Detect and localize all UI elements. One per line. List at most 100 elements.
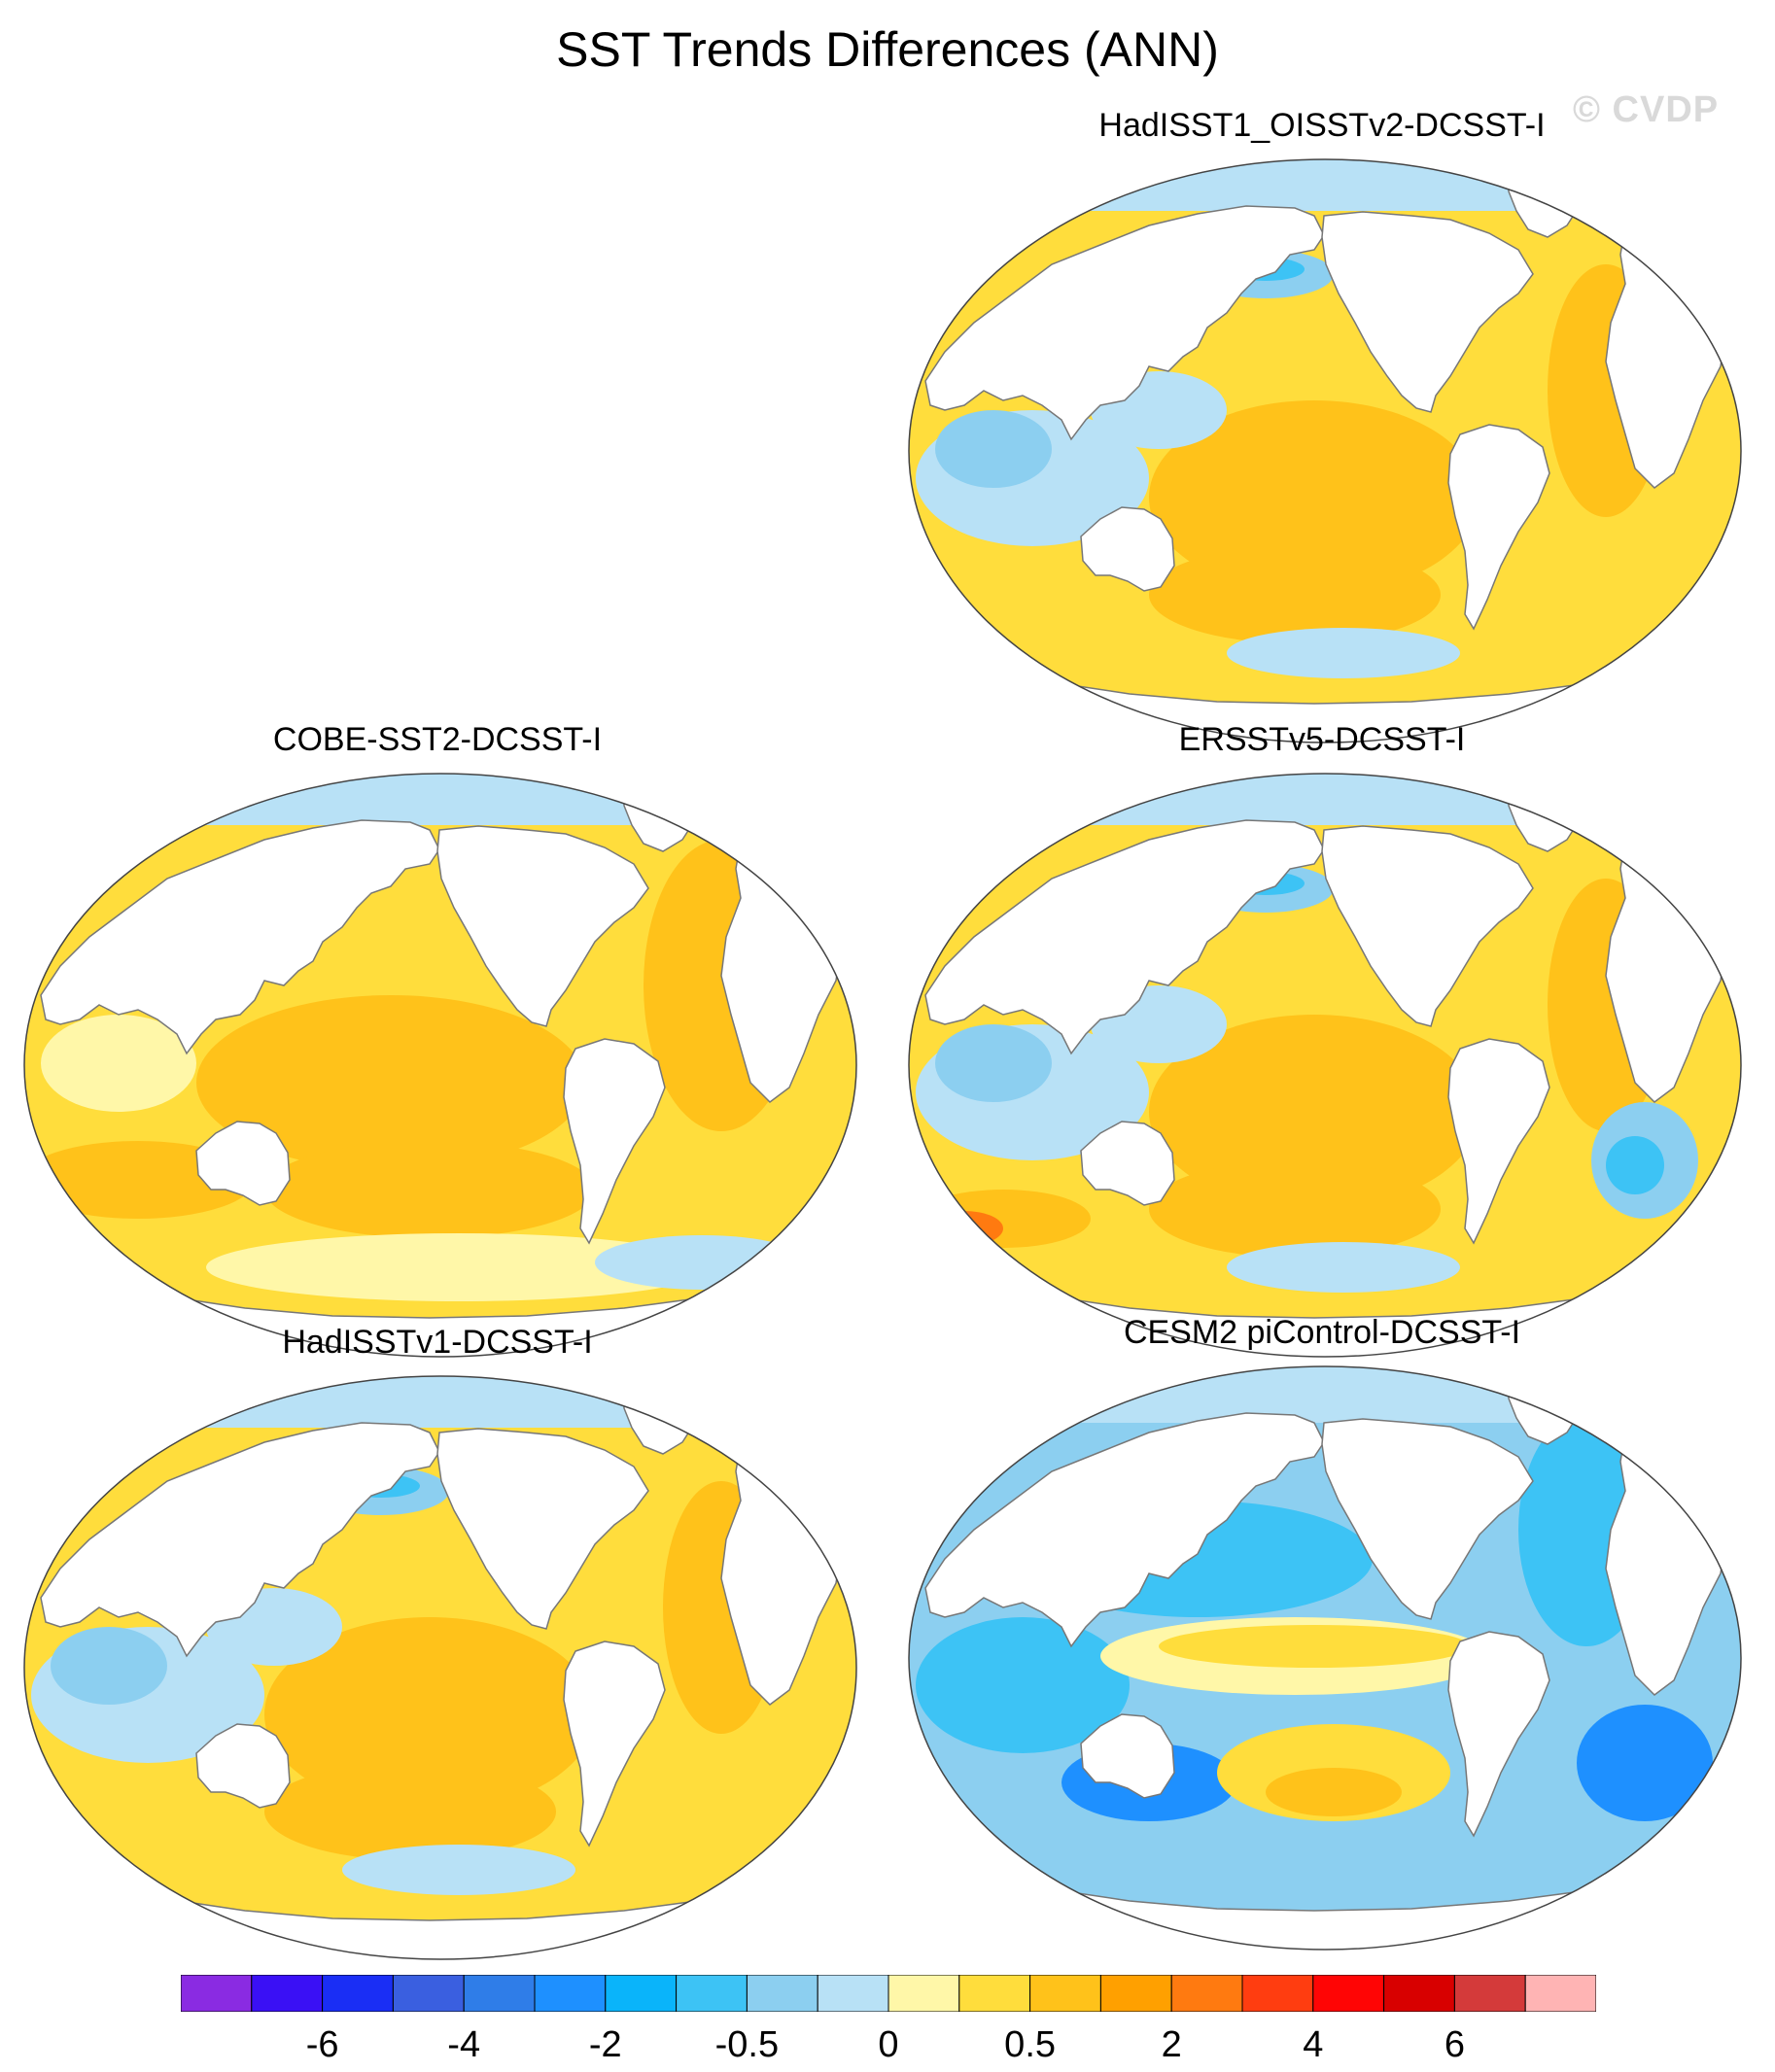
sst-region: [1149, 1160, 1441, 1258]
colorbar-segment: [463, 1975, 536, 2012]
map-border: [908, 1365, 1742, 1951]
colorbar-tick-label: -4: [447, 2024, 481, 2065]
colorbar-segment: [1524, 1975, 1596, 2012]
colorbar-tick-label: 6: [1444, 2024, 1465, 2065]
map-hadisstv1: [23, 1375, 857, 1960]
colorbar-segment: [817, 1975, 889, 2012]
panel-title: CESM2 piControl-DCSST-I: [1123, 1314, 1521, 1351]
map-border: [908, 158, 1742, 743]
colorbar-segment: [888, 1975, 960, 2012]
panel-title: HadISSTv1-DCSST-I: [282, 1324, 593, 1361]
sst-region: [1159, 1625, 1470, 1668]
continent: [195, 1723, 291, 1809]
colorbar-segment: [392, 1975, 465, 2012]
sst-region: [1227, 628, 1460, 678]
colorbar-tick-label: -6: [305, 2024, 339, 2065]
map-cobe-sst2: [23, 773, 857, 1358]
continent: [1321, 1418, 1534, 1620]
colorbar: [181, 1975, 1596, 2012]
sst-region: [24, 1376, 856, 1428]
sst-region: [916, 1617, 1130, 1753]
ocean-field: [24, 1376, 856, 1959]
continent: [563, 1640, 666, 1848]
colorbar-tick-label: 0.5: [1004, 2024, 1057, 2065]
map-hadisst1-oisstv2: [908, 158, 1742, 743]
continent: [924, 819, 1325, 1055]
sst-region: [51, 1627, 167, 1705]
sst-region: [206, 1233, 712, 1301]
colorbar-tick-label: 2: [1161, 2024, 1182, 2065]
map-border: [908, 773, 1742, 1358]
colorbar-segment: [1241, 1975, 1314, 2012]
sst-region: [1577, 1705, 1713, 1821]
continent: [1447, 424, 1550, 631]
colorbar-segment: [1029, 1975, 1101, 2012]
sst-region: [925, 1211, 1003, 1246]
continent: [1080, 506, 1175, 592]
continent: [1321, 825, 1534, 1027]
colorbar-segment: [746, 1975, 818, 2012]
sst-region: [264, 1141, 595, 1238]
colorbar-tick-label: -2: [588, 2024, 622, 2065]
colorbar-tick-label: 4: [1303, 2024, 1324, 2065]
panel-title: COBE-SST2-DCSST-I: [272, 721, 603, 758]
continent: [1321, 211, 1534, 413]
continent: [563, 1038, 666, 1245]
colorbar-segment: [322, 1975, 394, 2012]
panel-hadisstv1: HadISSTv1-DCSST-I: [0, 1324, 875, 1985]
ocean-field: [909, 159, 1741, 742]
continent: [924, 205, 1325, 441]
colorbar-segment: [1099, 1975, 1172, 2012]
colorbar-tick-label: -0.5: [714, 2024, 780, 2065]
continent: [40, 819, 440, 1055]
sst-region: [909, 774, 1741, 825]
continent: [1447, 1631, 1550, 1838]
continent: [436, 1428, 649, 1630]
continent: [40, 1422, 440, 1658]
colorbar-segment: [251, 1975, 324, 2012]
colorbar-segment: [1312, 1975, 1385, 2012]
continent: [195, 1121, 291, 1206]
sst-region: [1149, 546, 1441, 643]
panel-title: ERSSTv5-DCSST-I: [1178, 721, 1466, 758]
panel-ersstv5: ERSSTv5-DCSST-I: [885, 721, 1759, 1382]
continent: [1080, 1713, 1175, 1799]
sst-region: [595, 1235, 809, 1290]
colorbar-segment: [1383, 1975, 1455, 2012]
continent: [436, 825, 649, 1027]
panel-cesm2-picontrol: CESM2 piControl-DCSST-I: [885, 1314, 1759, 1975]
sst-region: [264, 1763, 556, 1860]
colorbar-segment: [1170, 1975, 1243, 2012]
ocean-field: [909, 774, 1741, 1357]
sst-region: [24, 1141, 255, 1219]
colorbar-segment: [1453, 1975, 1526, 2012]
map-ersstv5: [908, 773, 1742, 1358]
colorbar-segment: [181, 1975, 253, 2012]
ocean-field: [24, 774, 856, 1357]
colorbar-segment: [676, 1975, 748, 2012]
colorbar-segment: [605, 1975, 678, 2012]
panel-title: HadISST1_OISSTv2-DCSST-I: [1098, 107, 1546, 144]
sst-region: [24, 774, 856, 825]
sst-region: [264, 1617, 595, 1812]
continent: [1080, 1121, 1175, 1206]
sst-region: [41, 1015, 196, 1112]
continent: [924, 1412, 1325, 1648]
continent: [1447, 1038, 1550, 1245]
sst-region: [1149, 1015, 1479, 1209]
sst-region: [935, 410, 1052, 488]
map-border: [23, 773, 857, 1358]
sst-region: [909, 159, 1741, 211]
sst-region: [1227, 1242, 1460, 1293]
main-title: SST Trends Differences (ANN): [556, 22, 1219, 77]
colorbar-segment: [534, 1975, 607, 2012]
sst-region: [1606, 1136, 1664, 1194]
map-border: [23, 1375, 857, 1960]
panel-hadisst1-oisstv2: HadISST1_OISSTv2-DCSST-I: [885, 107, 1759, 768]
ocean-field: [909, 1366, 1741, 1950]
colorbar-segment: [958, 1975, 1031, 2012]
sst-region: [342, 1845, 575, 1895]
panel-cobe-sst2: COBE-SST2-DCSST-I: [0, 721, 875, 1382]
sst-region: [916, 1190, 1091, 1248]
colorbar-tick-label: 0: [878, 2024, 899, 2065]
